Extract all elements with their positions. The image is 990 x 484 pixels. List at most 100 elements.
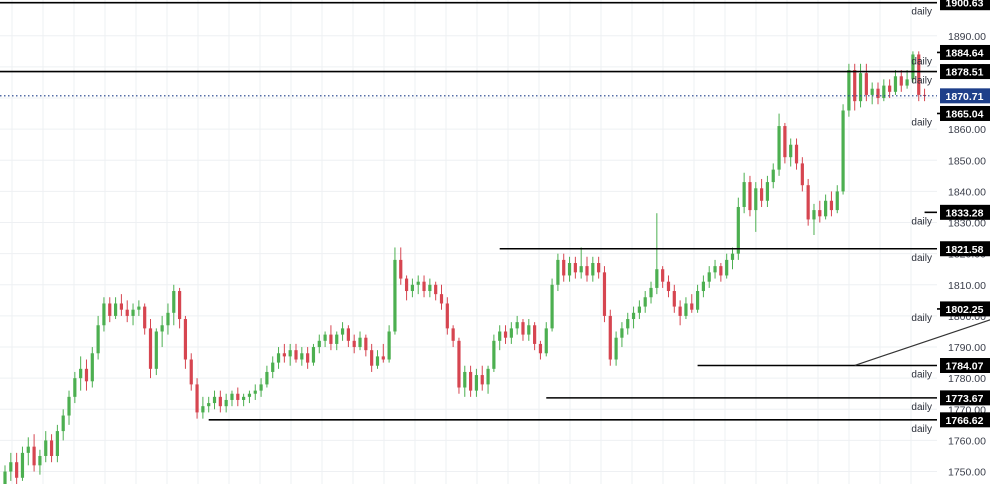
candle — [748, 175, 752, 217]
candle — [143, 303, 147, 335]
candle — [754, 182, 758, 232]
candle — [329, 325, 333, 351]
price-label-box — [940, 412, 990, 428]
candle-body-up — [323, 334, 327, 341]
price-label-box — [940, 44, 990, 60]
candle — [172, 284, 176, 326]
candle — [125, 300, 129, 323]
candle — [585, 256, 589, 282]
candle-body-down — [404, 278, 409, 292]
candle-body-down — [445, 303, 449, 329]
candle — [352, 334, 356, 354]
candle — [544, 322, 548, 357]
candle — [183, 315, 188, 369]
candle-body-up — [137, 306, 141, 310]
candle-body-down — [829, 200, 834, 211]
candle — [439, 284, 444, 310]
candle-body-up — [172, 291, 176, 313]
candle-body-up — [154, 331, 158, 369]
candle-body-up — [335, 334, 339, 344]
candle — [218, 390, 222, 413]
candle-body-down — [294, 350, 298, 360]
candle — [573, 256, 577, 279]
candle-body-down — [370, 350, 374, 366]
price-label-box — [940, 301, 990, 317]
candle — [538, 340, 543, 360]
candle-body-up — [824, 200, 828, 217]
candle — [765, 175, 770, 207]
candle-body-up — [160, 325, 164, 332]
candle-body-down — [457, 340, 461, 388]
candle — [882, 79, 886, 102]
y-tick-label: 1810.00 — [948, 280, 986, 292]
chart-grid — [0, 0, 937, 484]
price-labels: daily 1900.63 daily 1884.64 daily 1878.51 dail… — [911, 0, 990, 435]
candle-body-up — [102, 303, 106, 326]
candle-body-up — [259, 384, 263, 391]
candle-body-up — [9, 462, 13, 472]
candle-body-down — [49, 440, 54, 456]
price-label-text: 1878.51 — [946, 67, 984, 79]
candle — [922, 88, 927, 102]
candle — [26, 437, 30, 466]
candle — [893, 70, 898, 95]
candle — [370, 343, 374, 372]
candle — [591, 256, 595, 282]
candle-body-down — [533, 325, 537, 344]
candle-body-up — [387, 331, 391, 360]
candle — [800, 157, 804, 192]
candle — [393, 247, 397, 335]
candle — [736, 197, 740, 260]
trendline[interactable] — [854, 162, 990, 366]
candle — [399, 247, 403, 285]
candle — [911, 51, 915, 83]
price-label-box — [940, 105, 990, 121]
price-label-text: 1884.64 — [946, 47, 984, 59]
candle — [340, 322, 345, 341]
candle — [725, 253, 729, 279]
candle-body-down — [480, 375, 484, 385]
candle-body-up — [812, 210, 816, 220]
candle — [276, 347, 281, 369]
candle-body-up — [626, 319, 630, 329]
candle-body-down — [125, 309, 129, 316]
candle-body-up — [725, 259, 729, 276]
candle-body-up — [591, 263, 595, 276]
current-price-text: 1870.71 — [946, 91, 984, 103]
y-tick-label: 1840.00 — [948, 186, 986, 198]
candle-body-down — [434, 284, 438, 295]
candle-body-up — [789, 144, 793, 158]
candle — [451, 325, 455, 348]
candle — [655, 213, 659, 295]
level-timeframe-tag: daily — [911, 117, 932, 128]
candle-body-up — [271, 362, 275, 372]
candle-body-down — [585, 266, 589, 276]
candle-body-up — [207, 403, 211, 407]
candle — [794, 138, 799, 170]
candle-body-down — [538, 343, 543, 354]
candle-body-up — [96, 325, 100, 354]
candle-body-down — [608, 315, 612, 360]
candle — [829, 191, 834, 217]
y-tick-label: 1830.00 — [948, 218, 986, 230]
candle-body-up — [340, 328, 345, 335]
candle-body-down — [108, 303, 112, 316]
candle-body-up — [614, 337, 618, 360]
candle-body-up — [113, 303, 118, 316]
candle-body-up — [38, 455, 42, 466]
candle-body-down — [888, 85, 892, 92]
candle-body-down — [818, 210, 822, 217]
candle — [870, 82, 874, 105]
trendline-layer[interactable] — [854, 162, 990, 366]
candle — [841, 104, 845, 195]
candle-body-up — [44, 440, 48, 456]
candle — [323, 331, 327, 348]
candle — [666, 275, 671, 298]
price-label-text: 1784.07 — [946, 361, 984, 373]
candle — [649, 281, 653, 304]
candle-body-up — [771, 169, 775, 183]
candle — [777, 113, 781, 176]
current-price-box — [940, 88, 990, 104]
candle-body-up — [841, 110, 845, 192]
